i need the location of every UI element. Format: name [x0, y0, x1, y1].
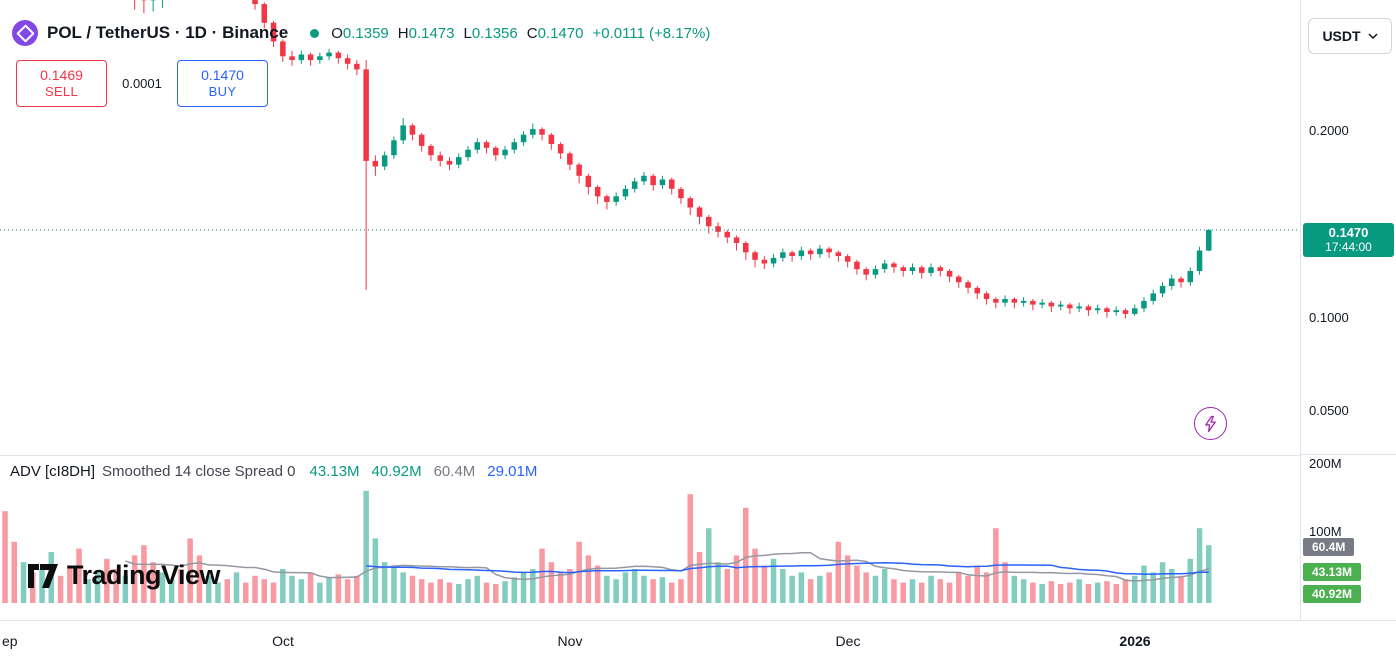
currency-label: USDT — [1322, 28, 1361, 44]
last-price-value: 0.1470 — [1328, 225, 1369, 240]
last-price-badge: 0.1470 17:44:00 — [1303, 223, 1394, 257]
buy-price: 0.1470 — [201, 66, 244, 83]
chevron-down-icon — [1368, 33, 1378, 39]
market-status-dot[interactable] — [310, 28, 320, 38]
watermark-text: TradingView — [67, 560, 221, 590]
spread-value: 0.0001 — [122, 76, 162, 91]
high-value: 0.1473 — [408, 24, 455, 42]
symbol-header: POL / TetherUS · 1D · Binance O0.1359 H0… — [12, 20, 710, 46]
instant-order-button[interactable] — [1194, 407, 1227, 440]
change-value: +0.0111 (+8.17%) — [592, 24, 711, 42]
indicator-header[interactable]: ADV [cI8DH] Smoothed 14 close Spread 0 4… — [10, 463, 549, 480]
lightning-bolt-icon — [1205, 415, 1216, 432]
volume-pane[interactable]: ADV [cI8DH] Smoothed 14 close Spread 0 4… — [0, 455, 1300, 621]
buy-label: BUY — [208, 84, 237, 100]
volume-chart[interactable] — [0, 456, 1300, 620]
currency-selector[interactable]: USDT — [1308, 18, 1392, 54]
price-scale-label: 0.2000 — [1309, 123, 1349, 138]
indicator-name: ADV [cI8DH] — [10, 463, 96, 480]
trade-buttons: 0.1469 SELL 0.0001 0.1470 BUY — [16, 60, 268, 107]
high-label: H — [397, 24, 409, 42]
close-label: C — [526, 24, 538, 42]
countdown-timer: 17:44:00 — [1325, 240, 1372, 254]
ohlc-values: O0.1359 H0.1473 L0.1356 C0.1470 +0.0111 … — [331, 25, 710, 42]
time-axis-label: ep — [2, 633, 18, 649]
indicator-value: 60.4M — [433, 463, 476, 480]
indicator-values: 43.13M 40.92M 60.4M 29.01M — [310, 463, 550, 480]
sell-button[interactable]: 0.1469 SELL — [16, 60, 107, 107]
close-value: 0.1470 — [537, 24, 584, 42]
volume-scale-label: 100M — [1309, 524, 1342, 539]
tradingview-logo-icon — [28, 563, 58, 588]
time-axis-label: Nov — [557, 633, 583, 649]
indicator-value: 29.01M — [487, 463, 538, 480]
volume-ma-badge: 60.4M — [1303, 538, 1355, 556]
pol-logo-icon[interactable] — [12, 20, 38, 46]
time-axis-label: 2026 — [1119, 633, 1151, 649]
price-pane[interactable]: POL / TetherUS · 1D · Binance O0.1359 H0… — [0, 0, 1300, 455]
price-scale[interactable]: 0.2000 0.1000 0.0500 200M 100M 0.1470 17:44:00… — [1300, 0, 1396, 620]
time-axis-label: Oct — [272, 633, 294, 649]
candlestick-chart[interactable] — [0, 0, 1300, 455]
volume-scale-label: 200M — [1309, 456, 1342, 471]
indicator-params: Smoothed 14 close Spread 0 — [102, 463, 296, 480]
pane-separator — [1301, 454, 1396, 455]
time-axis-label: Dec — [835, 633, 861, 649]
low-value: 0.1356 — [471, 24, 518, 42]
open-value: 0.1359 — [342, 24, 389, 42]
price-scale-label: 0.1000 — [1309, 310, 1349, 325]
symbol-title[interactable]: POL / TetherUS · 1D · Binance — [47, 23, 289, 42]
indicator-value: 40.92M — [371, 463, 422, 480]
sell-label: SELL — [44, 84, 78, 100]
indicator-value: 43.13M — [309, 463, 360, 480]
time-axis[interactable]: ep Oct Nov Dec 2026 — [0, 620, 1396, 663]
tradingview-watermark: TradingView — [28, 560, 221, 591]
volume-ma-badge: 40.92M — [1303, 585, 1362, 603]
buy-button[interactable]: 0.1470 BUY — [177, 60, 268, 107]
low-label: L — [463, 24, 472, 42]
sell-price: 0.1469 — [40, 66, 83, 83]
open-label: O — [331, 24, 343, 42]
volume-ma-badge: 43.13M — [1303, 563, 1362, 581]
price-scale-label: 0.0500 — [1309, 403, 1349, 418]
